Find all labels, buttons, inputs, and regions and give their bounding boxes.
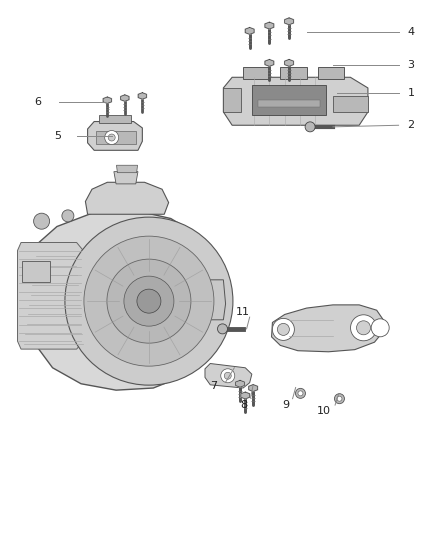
Circle shape (335, 394, 344, 403)
Circle shape (350, 315, 377, 341)
Text: 7: 7 (210, 382, 217, 391)
Circle shape (277, 324, 290, 335)
Polygon shape (252, 85, 326, 115)
Circle shape (108, 134, 115, 141)
Polygon shape (20, 211, 219, 390)
Polygon shape (285, 18, 293, 25)
Circle shape (65, 217, 233, 385)
Text: 10: 10 (317, 407, 331, 416)
Polygon shape (117, 165, 138, 173)
Polygon shape (243, 67, 269, 79)
Polygon shape (99, 115, 131, 123)
Circle shape (105, 131, 119, 144)
Text: 6: 6 (35, 98, 42, 107)
Circle shape (107, 259, 191, 343)
Polygon shape (96, 131, 136, 144)
Circle shape (272, 318, 294, 341)
Polygon shape (285, 60, 293, 66)
Polygon shape (272, 305, 383, 352)
Circle shape (337, 396, 342, 401)
Polygon shape (205, 364, 252, 388)
Polygon shape (265, 60, 274, 66)
Text: 3: 3 (407, 60, 414, 70)
Circle shape (218, 324, 227, 334)
Polygon shape (241, 392, 250, 399)
Circle shape (296, 389, 305, 398)
Circle shape (371, 319, 389, 337)
Circle shape (124, 276, 174, 326)
Text: 8: 8 (240, 400, 247, 410)
Circle shape (34, 213, 49, 229)
Polygon shape (85, 182, 169, 214)
Circle shape (62, 210, 74, 222)
Polygon shape (249, 385, 258, 391)
Text: 1: 1 (407, 88, 414, 98)
Text: 5: 5 (54, 131, 61, 141)
Polygon shape (223, 88, 241, 112)
Polygon shape (121, 95, 129, 101)
Circle shape (298, 391, 303, 396)
Polygon shape (265, 22, 274, 29)
Text: 9: 9 (282, 400, 289, 410)
Polygon shape (258, 100, 320, 107)
Circle shape (221, 369, 235, 383)
Text: 2: 2 (407, 120, 414, 130)
Polygon shape (280, 67, 307, 79)
Circle shape (137, 289, 161, 313)
Polygon shape (318, 67, 344, 79)
Text: 4: 4 (407, 27, 414, 37)
Polygon shape (223, 77, 368, 125)
Circle shape (305, 122, 315, 132)
Polygon shape (333, 96, 368, 112)
Circle shape (224, 372, 231, 379)
Polygon shape (18, 243, 83, 349)
Polygon shape (138, 93, 146, 99)
Text: 11: 11 (236, 307, 250, 317)
Polygon shape (245, 28, 254, 34)
Polygon shape (103, 97, 111, 103)
Polygon shape (88, 122, 142, 150)
Circle shape (357, 321, 371, 335)
Polygon shape (114, 172, 138, 184)
Circle shape (84, 236, 214, 366)
Polygon shape (22, 261, 50, 282)
Polygon shape (199, 280, 226, 320)
Polygon shape (236, 381, 244, 387)
